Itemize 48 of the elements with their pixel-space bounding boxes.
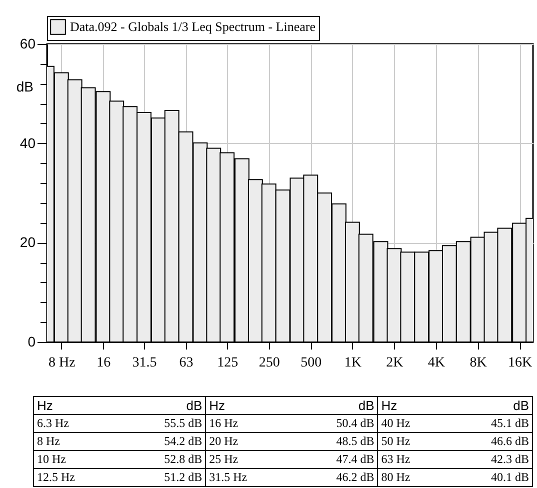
x-tick-label: 2K bbox=[386, 356, 404, 370]
x-tick-label: 500 bbox=[300, 356, 322, 370]
text: Hz bbox=[381, 398, 398, 413]
text: 47.4 dB bbox=[292, 450, 378, 468]
y-tick-label: 60 bbox=[20, 36, 36, 52]
text: 12.5 Hz bbox=[34, 468, 120, 486]
x-tick-label: 16 bbox=[96, 356, 111, 370]
x-tick-label: 4K bbox=[428, 356, 446, 370]
text: 40 Hz bbox=[378, 414, 446, 432]
text: 50.4 dB bbox=[292, 414, 378, 432]
text: 63 Hz bbox=[378, 450, 446, 468]
x-tick-label: 8 Hz bbox=[48, 356, 76, 370]
text: 48.5 dB bbox=[292, 432, 378, 450]
text: 31.5 Hz bbox=[206, 468, 292, 486]
text: 46.6 dB bbox=[446, 432, 532, 450]
legend-label: Data.092 - Globals 1/3 Leq Spectrum - Lineare bbox=[70, 19, 316, 34]
y-tick-label: 20 bbox=[20, 234, 36, 250]
text: 54.2 dB bbox=[120, 432, 206, 450]
text: Hz bbox=[34, 396, 120, 414]
text: 6.3 Hz bbox=[34, 414, 120, 432]
text: 51.2 dB bbox=[120, 468, 206, 486]
text: dB bbox=[358, 398, 374, 413]
text: 50 Hz bbox=[378, 432, 446, 450]
text: 20 Hz bbox=[206, 432, 292, 450]
y-tick-label: 0 bbox=[28, 334, 36, 350]
x-tick-label: 1K bbox=[344, 356, 362, 370]
text: 45.1 dB bbox=[446, 414, 532, 432]
y-axis-title: dB bbox=[16, 78, 34, 94]
text: 46.2 dB bbox=[292, 468, 378, 486]
text: 52.8 dB bbox=[120, 450, 206, 468]
x-tick-label: 31.5 bbox=[132, 356, 157, 370]
x-tick-label: 16K bbox=[508, 356, 532, 370]
text: 16 Hz bbox=[206, 414, 292, 432]
x-tick-label: 125 bbox=[217, 356, 238, 370]
text: 55.5 dB bbox=[120, 414, 206, 432]
text: Hz bbox=[209, 398, 226, 413]
text: 8 Hz bbox=[34, 432, 120, 450]
text: 40.1 dB bbox=[446, 468, 532, 486]
text: 25 Hz bbox=[206, 450, 292, 468]
text: 42.3 dB bbox=[446, 450, 532, 468]
x-tick-label: 8K bbox=[470, 356, 487, 370]
text: 80 Hz bbox=[378, 468, 446, 486]
x-tick-label: 63 bbox=[179, 356, 194, 370]
x-tick-label: 250 bbox=[258, 356, 280, 370]
text: 10 Hz bbox=[34, 450, 120, 468]
text: dB bbox=[513, 398, 529, 413]
y-tick-label: 40 bbox=[20, 134, 36, 151]
text: dB bbox=[120, 396, 206, 414]
